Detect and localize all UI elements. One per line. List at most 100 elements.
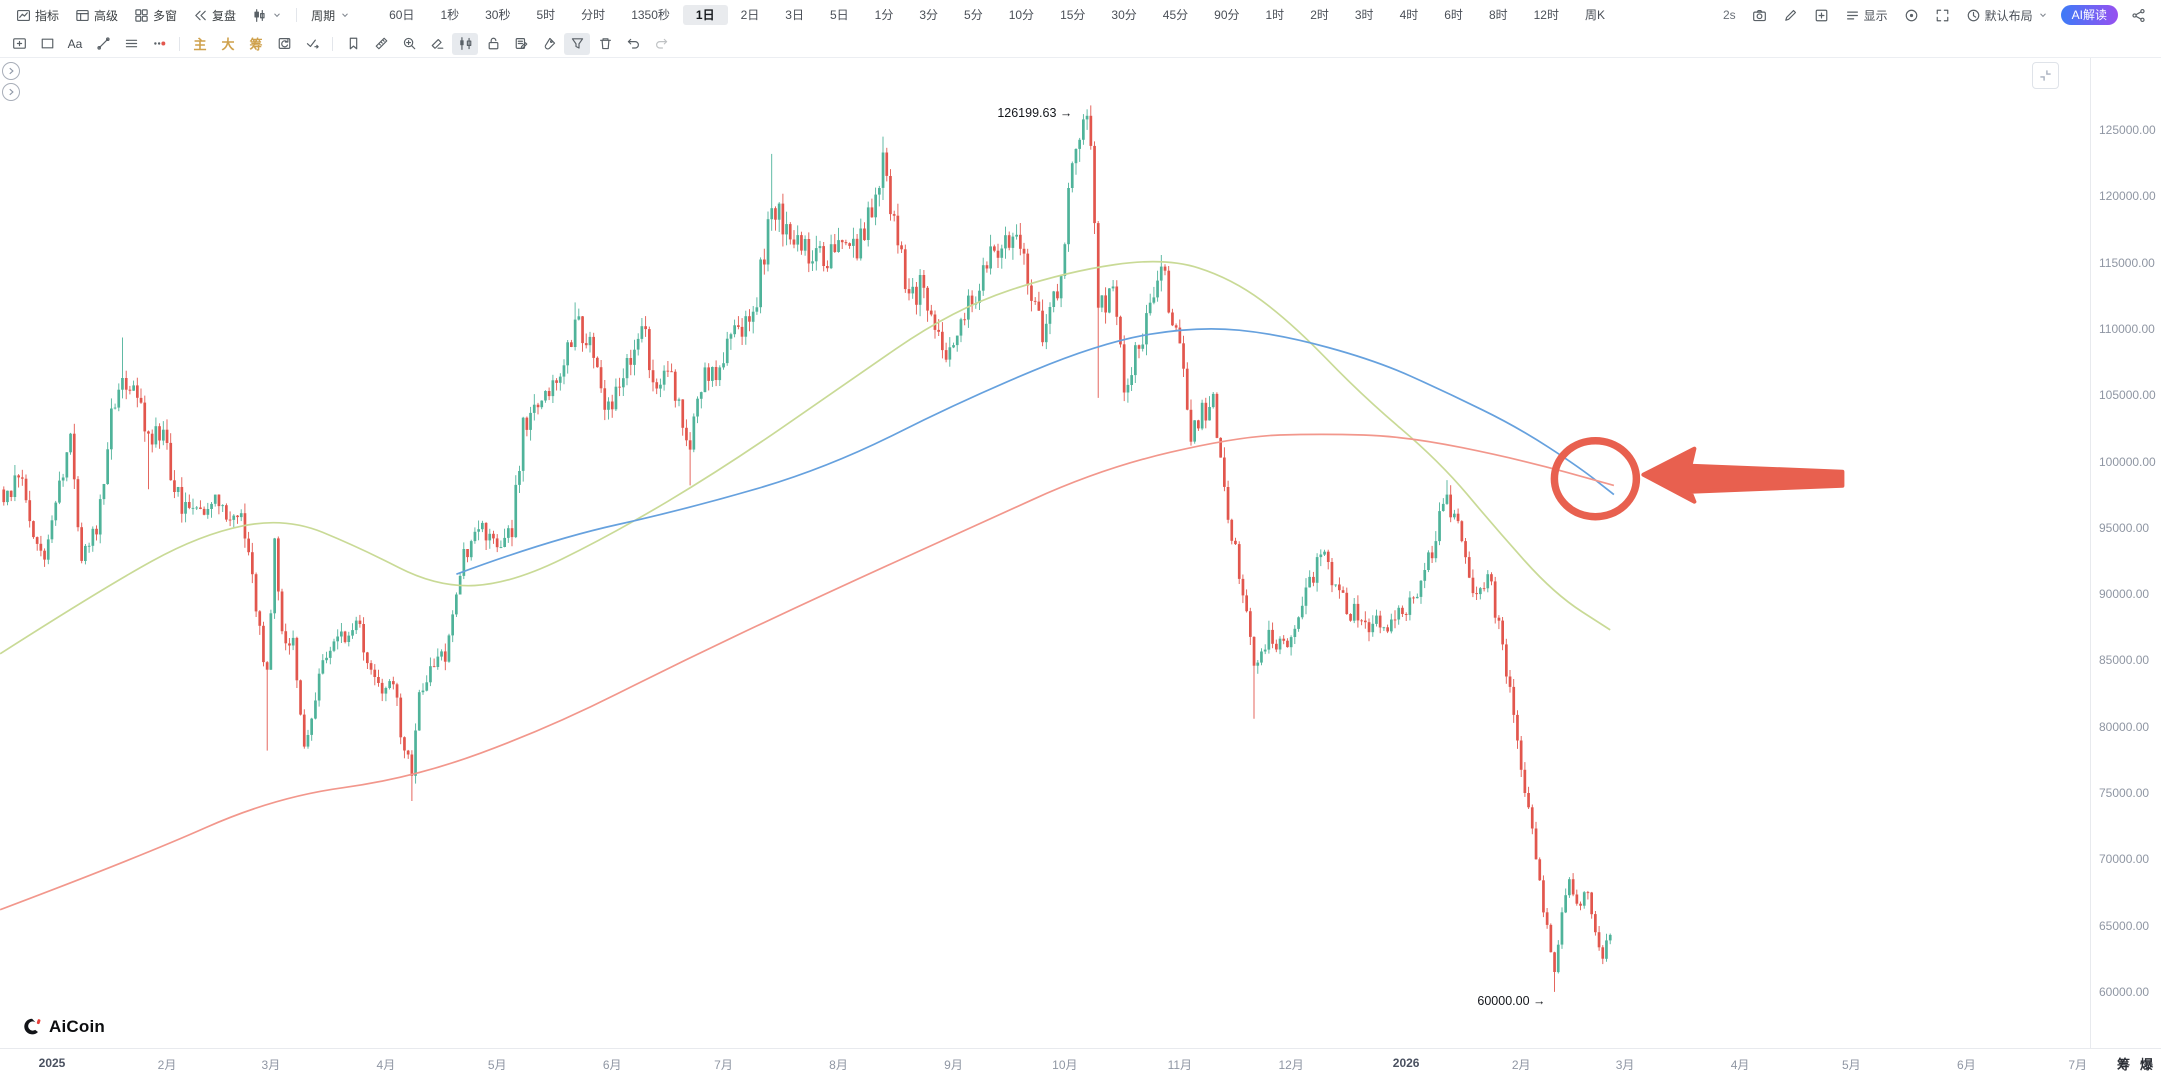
undo-button[interactable] bbox=[620, 33, 646, 55]
chips-panel-toggle[interactable]: 筹 bbox=[249, 37, 263, 52]
settings-button[interactable] bbox=[1897, 4, 1926, 26]
kline-style-button[interactable] bbox=[452, 32, 478, 55]
period-button-周K[interactable]: 周K bbox=[1584, 8, 1605, 22]
annotation-circle[interactable] bbox=[1550, 436, 1641, 521]
period-button-2时[interactable]: 2时 bbox=[1310, 8, 1329, 22]
add-panel-button[interactable] bbox=[1807, 4, 1836, 26]
main-toolbar: 指标 高级 多窗 复盘 周期 60日 1秒 30秒 5时 分时 1350秒 1日 2日 3日 5日 1分 3… bbox=[0, 0, 2161, 30]
measure-tool[interactable] bbox=[368, 33, 394, 55]
liquidation-toggle[interactable]: 爆 bbox=[2139, 1057, 2153, 1072]
share-button[interactable] bbox=[2124, 4, 2153, 26]
toolbar-divider bbox=[332, 36, 333, 51]
time-axis-label: 2026 bbox=[1392, 1056, 1420, 1070]
kline-icon bbox=[458, 36, 473, 51]
period-button-1分[interactable]: 1分 bbox=[874, 8, 894, 22]
time-axis-label: 4月 bbox=[376, 1058, 396, 1072]
expand-left-panel-button-2[interactable] bbox=[2, 83, 20, 101]
period-button-3日[interactable]: 3日 bbox=[785, 8, 804, 22]
line-styles-menu[interactable] bbox=[118, 33, 144, 55]
candle-icon bbox=[252, 8, 267, 23]
annotation-arrow[interactable] bbox=[1641, 446, 1845, 504]
period-button-30分[interactable]: 30分 bbox=[1111, 8, 1137, 22]
bookmark-tool[interactable] bbox=[340, 33, 366, 55]
brush-color-menu[interactable] bbox=[146, 33, 172, 55]
period-button-90分[interactable]: 90分 bbox=[1214, 8, 1240, 22]
period-button-分时[interactable]: 分时 bbox=[581, 8, 606, 22]
time-axis[interactable]: 筹 爆 2025 2月 3月 4月 5月 6月 7月 8月 9月 10月 11月 12月 2026 2月 3… bbox=[0, 1048, 2161, 1076]
expand-left-panel-button-1[interactable] bbox=[2, 62, 20, 80]
chips-distribution-toggle[interactable]: 筹 bbox=[2116, 1057, 2130, 1072]
period-button-3分[interactable]: 3分 bbox=[919, 8, 939, 22]
trendline-tool[interactable] bbox=[90, 33, 116, 55]
period-button-5分[interactable]: 5分 bbox=[964, 8, 983, 22]
price-tag-button[interactable] bbox=[536, 33, 562, 55]
period-button-4时[interactable]: 4时 bbox=[1399, 8, 1419, 22]
display-menu[interactable]: 显示 bbox=[1838, 4, 1895, 26]
refresh-interval-label: 2s bbox=[1722, 8, 1736, 22]
ma-fast-line[interactable] bbox=[0, 260, 1611, 655]
chevron-down-icon bbox=[271, 10, 282, 20]
lock-drawings-button[interactable] bbox=[480, 33, 506, 55]
replay-window-button[interactable] bbox=[271, 33, 297, 55]
trendline-icon bbox=[96, 36, 111, 51]
period-button-1350秒[interactable]: 1350秒 bbox=[631, 8, 670, 22]
period-button-12时[interactable]: 12时 bbox=[1533, 8, 1559, 22]
bookmark-icon bbox=[346, 36, 361, 51]
filter-button[interactable] bbox=[564, 32, 590, 55]
eraser-tool[interactable] bbox=[424, 33, 450, 55]
chart-snapshot-tool[interactable] bbox=[6, 33, 32, 55]
ma-mid-line[interactable] bbox=[456, 328, 1615, 575]
period-button-45分[interactable]: 45分 bbox=[1162, 8, 1189, 22]
screenshot-button[interactable] bbox=[1745, 4, 1774, 26]
period-menu[interactable]: 周期 bbox=[303, 4, 358, 26]
clock-icon bbox=[1966, 8, 1981, 23]
ai-analysis-button[interactable]: AI解读 bbox=[2060, 5, 2118, 25]
collapse-chart-button[interactable] bbox=[2032, 62, 2059, 89]
main-chart-toggle[interactable]: 主 bbox=[193, 37, 207, 52]
list-icon bbox=[1845, 8, 1860, 23]
rectangle-tool[interactable] bbox=[34, 33, 60, 55]
period-button-8时[interactable]: 8时 bbox=[1488, 8, 1508, 22]
ma-slow-line[interactable] bbox=[0, 433, 1615, 911]
indicators-button[interactable]: 指标 bbox=[8, 4, 67, 26]
replay-box-icon bbox=[277, 36, 292, 51]
period-button-30秒[interactable]: 30秒 bbox=[485, 8, 511, 22]
time-axis-label: 5月 bbox=[1842, 1058, 1861, 1072]
panel-plus-icon bbox=[1814, 8, 1829, 23]
toolbar-divider bbox=[296, 8, 298, 22]
notes-button[interactable] bbox=[508, 33, 534, 55]
period-button-6时[interactable]: 6时 bbox=[1444, 8, 1463, 22]
chart-style-dropdown[interactable] bbox=[244, 4, 290, 26]
zoom-in-tool[interactable] bbox=[396, 33, 422, 55]
price-axis[interactable]: 125000.00 120000.00 115000.00 110000.00 1050… bbox=[2090, 58, 2161, 1048]
layout-menu[interactable]: 默认布局 bbox=[1959, 4, 2055, 26]
period-button-1秒[interactable]: 1秒 bbox=[440, 8, 460, 22]
auto-scale-button[interactable] bbox=[299, 33, 325, 55]
delete-drawings-button[interactable] bbox=[592, 33, 618, 55]
draw-button[interactable] bbox=[1776, 4, 1805, 26]
large-view-toggle[interactable]: 大 bbox=[221, 37, 235, 52]
check-swap-icon bbox=[305, 36, 320, 51]
period-button-2日[interactable]: 2日 bbox=[740, 8, 760, 22]
text-tool[interactable]: Aa bbox=[67, 36, 83, 51]
chevron-right-icon bbox=[9, 67, 14, 75]
cycle-low-price-label: 60000.00 → bbox=[1477, 994, 1545, 1008]
advanced-button[interactable]: 高级 bbox=[67, 4, 126, 26]
period-button-1日[interactable]: 1日 bbox=[682, 5, 728, 25]
period-button-5日[interactable]: 5日 bbox=[829, 8, 849, 22]
period-button-15分[interactable]: 15分 bbox=[1060, 8, 1086, 22]
time-axis-label: 8月 bbox=[829, 1058, 848, 1072]
note-icon bbox=[514, 36, 529, 51]
period-button-60日[interactable]: 60日 bbox=[389, 8, 415, 22]
fit-screen-button[interactable] bbox=[1928, 4, 1957, 26]
replay-button[interactable]: 复盘 bbox=[185, 4, 244, 26]
period-button-3时[interactable]: 3时 bbox=[1354, 8, 1374, 22]
period-button-1时[interactable]: 1时 bbox=[1265, 8, 1285, 22]
time-axis-label: 3月 bbox=[261, 1058, 281, 1072]
period-button-10分[interactable]: 10分 bbox=[1008, 8, 1035, 22]
axis-corner-toggles: 筹 爆 bbox=[2117, 1054, 2153, 1073]
ruler-icon bbox=[374, 36, 389, 51]
multi-window-button[interactable]: 多窗 bbox=[126, 4, 185, 26]
period-button-5时[interactable]: 5时 bbox=[536, 8, 556, 22]
candlestick-chart[interactable]: 126199.63 → 60000.00 → bbox=[0, 58, 2090, 1048]
